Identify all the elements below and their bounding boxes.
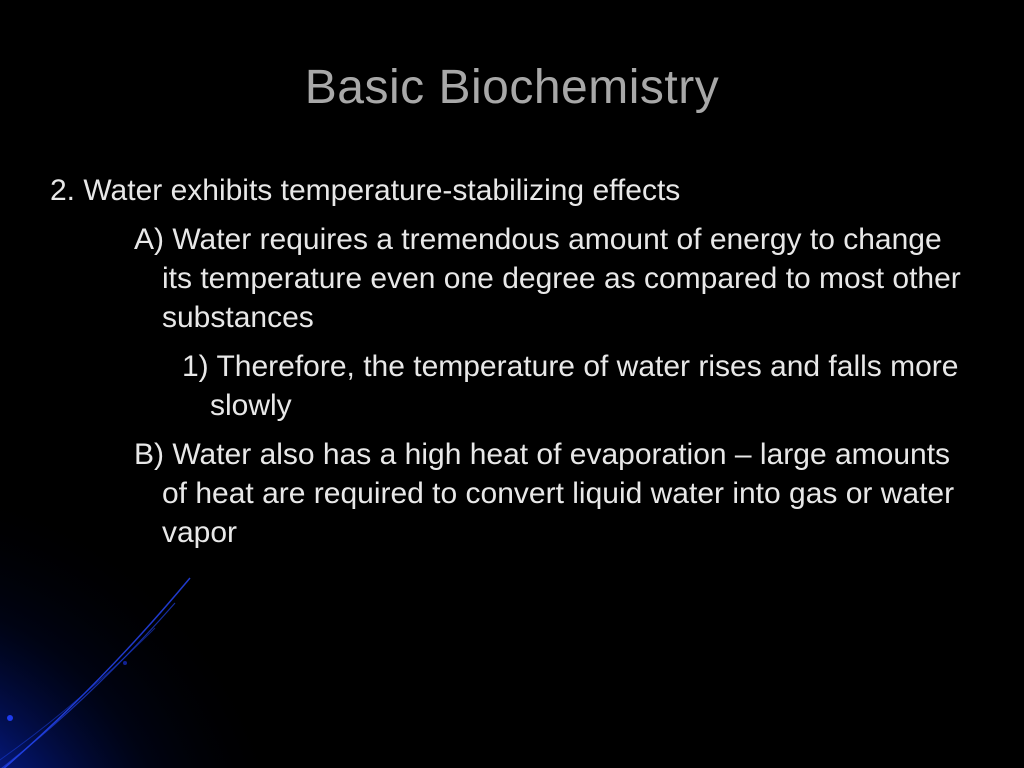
bullet-sub-a: A) Water requires a tremendous amount of…: [110, 220, 974, 337]
bullet-sub-a1: 1) Therefore, the temperature of water r…: [170, 347, 974, 425]
slide-body: 2. Water exhibits temperature-stabilizin…: [50, 171, 974, 552]
slide-title: Basic Biochemistry: [50, 60, 974, 115]
bullet-main: 2. Water exhibits temperature-stabilizin…: [50, 171, 974, 210]
slide-container: Basic Biochemistry 2. Water exhibits tem…: [0, 0, 1024, 768]
bullet-sub-b: B) Water also has a high heat of evapora…: [110, 435, 974, 552]
